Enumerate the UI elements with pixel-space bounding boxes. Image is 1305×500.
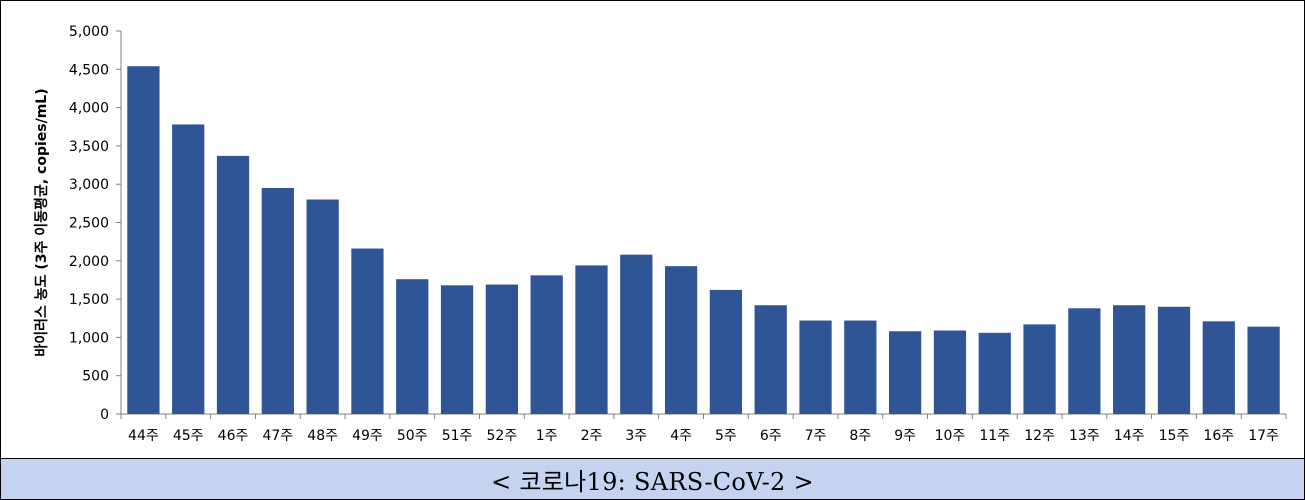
y-tick-label: 4,500 [69, 62, 109, 78]
x-tick-label: 6주 [760, 428, 782, 444]
bar [440, 285, 474, 414]
x-tick-label: 14주 [1114, 428, 1145, 444]
bar [396, 279, 429, 414]
bar [485, 284, 518, 414]
x-tick-label: 11주 [979, 428, 1010, 444]
bar [1247, 326, 1280, 414]
y-tick-label: 1,000 [69, 330, 109, 346]
x-tick-label: 47주 [262, 428, 293, 444]
bar [575, 265, 608, 414]
bar [216, 155, 250, 414]
x-tick-label: 16주 [1203, 428, 1234, 444]
bar [754, 305, 787, 414]
x-tick-label: 4주 [670, 428, 692, 444]
y-tick-label: 3,500 [69, 139, 109, 155]
y-tick-labels: 0 500 1,000 1,500 2,000 2,500 3,000 3,500 4,000 4… [69, 24, 109, 423]
y-tick-label: 4,000 [69, 101, 109, 117]
caption-text: < 코로나19: SARS-CoV-2 > [491, 467, 814, 496]
x-tick-label: 45주 [173, 428, 204, 444]
x-tick-label: 13주 [1069, 428, 1100, 444]
chart-area: 바이러스 농도 (3주 이동평균, copies/mL) 0 500 1,000 1,… [1, 1, 1304, 458]
bar [530, 275, 563, 414]
bar [799, 320, 832, 414]
y-tick-label: 5,000 [69, 24, 109, 40]
x-tick-label: 49주 [352, 428, 383, 444]
x-tick-label: 51주 [442, 428, 473, 444]
x-tick-label: 3주 [625, 428, 647, 444]
x-tick-label: 7주 [805, 428, 827, 444]
bar [172, 124, 205, 415]
y-tick-label: 3,000 [69, 177, 109, 193]
bar [709, 289, 743, 414]
bar [127, 66, 160, 415]
bar [261, 188, 294, 414]
x-tick-label: 9주 [894, 428, 916, 444]
bar [351, 248, 384, 414]
bar [1068, 308, 1101, 414]
y-tick-label: 500 [82, 369, 109, 385]
x-tick-labels: 44주 45주 46주 47주 48주 49주 50주 51주 52주 1주 2주 3주 4주 5주 6주 7… [128, 428, 1279, 444]
x-tick-label: 46주 [218, 428, 249, 444]
x-tick-label: 48주 [307, 428, 338, 444]
x-tick-label: 10주 [935, 428, 966, 444]
bar [844, 320, 877, 414]
y-axis-title-group: 바이러스 농도 (3주 이동평균, copies/mL) [33, 88, 50, 356]
bar [889, 331, 922, 414]
x-tick-label: 1주 [536, 428, 558, 444]
bar [1023, 324, 1056, 414]
bar-chart: 바이러스 농도 (3주 이동평균, copies/mL) 0 500 1,000 1,… [33, 24, 1287, 444]
x-tick-label: 2주 [581, 428, 603, 444]
bar [978, 332, 1011, 414]
x-tick-label: 8주 [849, 428, 871, 444]
y-axis-title: 바이러스 농도 (3주 이동평균, copies/mL) [33, 88, 50, 356]
bar [933, 330, 967, 414]
caption-bar: < 코로나19: SARS-CoV-2 > [1, 458, 1304, 499]
x-tick-label: 17주 [1248, 428, 1279, 444]
bar [664, 266, 698, 414]
y-tick-label: 2,500 [69, 216, 109, 232]
x-tick-label: 12주 [1024, 428, 1055, 444]
bar [1113, 305, 1146, 414]
bar [620, 254, 653, 414]
x-tick-label: 52주 [487, 428, 518, 444]
y-tick-label: 1,500 [69, 292, 109, 308]
y-tick-label: 2,000 [69, 254, 109, 270]
bar [1157, 306, 1191, 414]
bar [306, 199, 339, 414]
x-tick-label: 5주 [715, 428, 737, 444]
bars [127, 66, 1280, 415]
x-tick-label: 50주 [397, 428, 428, 444]
bar [1202, 321, 1235, 414]
x-tick-label: 44주 [128, 428, 159, 444]
x-tick-label: 15주 [1159, 428, 1190, 444]
y-tick-label: 0 [100, 407, 109, 423]
